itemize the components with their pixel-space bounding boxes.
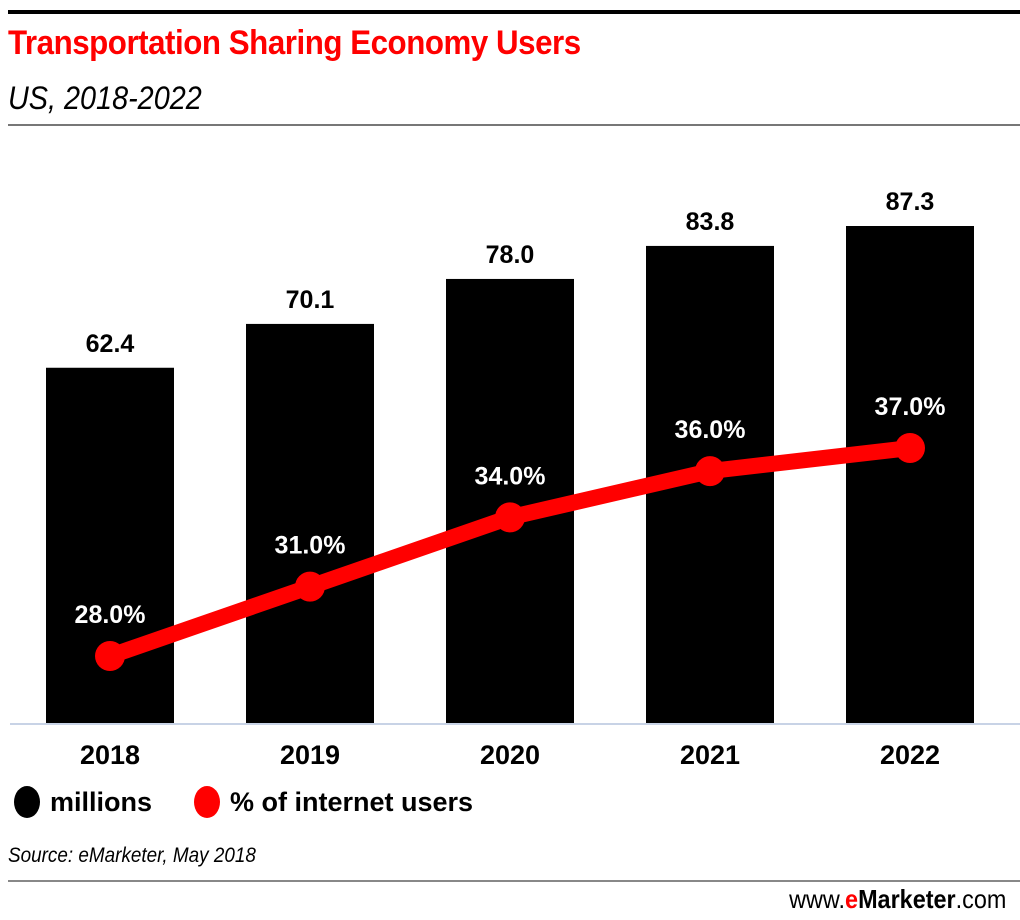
line-label-2020: 34.0% [475,462,546,490]
line-label-2019: 31.0% [275,532,346,560]
bar-label-2022: 87.3 [886,188,935,216]
legend-item-percent: % of internet users [194,786,473,818]
legend-swatch-millions [14,786,40,818]
line-point-2022 [895,433,925,463]
chart-title: Transportation Sharing Economy Users [8,24,581,62]
subtitle-rule [8,124,1020,126]
brand-e: e [844,884,858,914]
line-point-2018 [95,641,125,671]
line-point-2020 [495,502,525,533]
chart-subtitle: US, 2018-2022 [8,80,202,116]
top-rule [8,10,1020,14]
line-label-2021: 36.0% [675,416,746,444]
bar-label-2018: 62.4 [86,330,135,358]
line-point-2019 [295,571,325,602]
bar-2019 [246,323,374,723]
bar-label-2019: 70.1 [286,286,335,314]
brand-suffix: .com [955,884,1006,914]
bar-label-2020: 78.0 [486,241,535,269]
footer-rule [8,880,1020,882]
brand-prefix: www. [788,884,845,914]
bar-label-2021: 83.8 [686,208,735,236]
brand-logo: www.eMarketer.com [789,884,1006,915]
legend-swatch-percent [194,786,221,818]
bar-2022 [846,226,974,723]
legend-label-millions: millions [50,786,153,817]
x-tick-label-2021: 2021 [680,740,740,770]
legend-label-percent: % of internet users [230,786,474,817]
x-tick-label-2018: 2018 [80,740,140,770]
source-note: Source: eMarketer, May 2018 [8,844,256,867]
x-tick-label-2019: 2019 [280,740,340,770]
legend-item-millions: millions [14,786,152,818]
x-tick-label-2020: 2020 [480,740,540,770]
line-point-2021 [695,456,725,487]
line-label-2022: 37.0% [875,393,946,421]
brand-name: Marketer [857,884,956,914]
x-tick-label-2022: 2022 [880,740,940,770]
line-label-2018: 28.0% [75,601,146,629]
legend: millions % of internet users [14,786,515,818]
